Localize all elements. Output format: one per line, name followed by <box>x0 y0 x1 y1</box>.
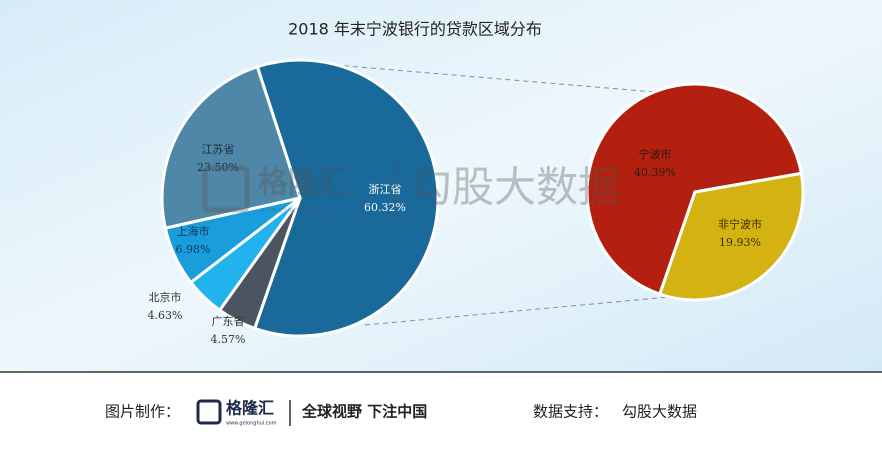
footer-logo <box>196 399 222 425</box>
slice-label: 宁波市 <box>639 147 672 161</box>
pies: 浙江省 60.32% 广东省 4.57% 北京市 4.63% 上海市 6.98% 江苏省 23.5… <box>148 58 805 346</box>
watermark-brand: 格隆汇 <box>258 166 348 201</box>
footer-brand: 格隆汇 <box>226 399 274 418</box>
value-label: 40.39% <box>634 166 676 179</box>
footer-data-source: 勾股大数据 <box>622 403 697 421</box>
footer-site: www.gelonghui.com <box>226 421 277 427</box>
footer-background <box>0 372 882 449</box>
connector <box>364 294 691 326</box>
slice-label: 上海市 <box>177 224 210 238</box>
value-label: 60.32% <box>364 201 406 214</box>
pie-slice <box>252 58 440 338</box>
slice-label: 江苏省 <box>202 143 235 156</box>
pie-slice <box>657 171 805 302</box>
watermark-partner: 勾股大数据 <box>410 163 620 212</box>
value-label: 4.63% <box>148 309 183 322</box>
pie-slice <box>585 82 804 297</box>
watermark-site: www.gelonghui.com <box>260 206 331 214</box>
slice-label: 浙江省 <box>369 183 402 196</box>
watermark-logo <box>202 165 250 213</box>
watermark: 格隆汇 www.gelonghui.com 勾股大数据 <box>202 160 620 220</box>
footer-data-label: 数据支持： <box>533 403 608 421</box>
slice-label: 非宁波市 <box>718 217 762 231</box>
value-label: 19.93% <box>719 236 761 249</box>
chart-title: 2018 年末宁波银行的贷款区域分布 <box>288 20 542 39</box>
value-label: 23.50% <box>197 161 239 174</box>
value-label: 6.98% <box>176 243 211 256</box>
value-label: 4.57% <box>211 333 246 346</box>
pie-slice <box>160 64 302 230</box>
footer-slogan: 全球视野 下注中国 <box>301 403 427 421</box>
slice-label: 北京市 <box>149 290 182 304</box>
slice-label: 广东省 <box>212 315 245 328</box>
footer-made-by: 图片制作： <box>105 403 180 421</box>
